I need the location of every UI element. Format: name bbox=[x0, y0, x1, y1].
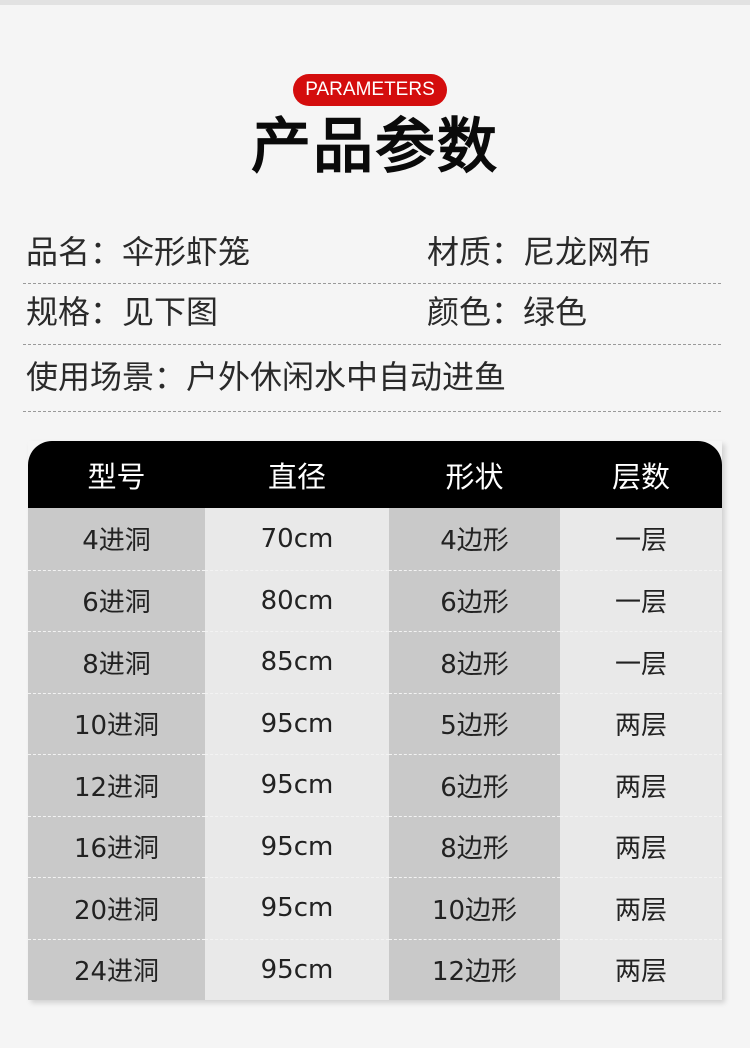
cell-diameter: 85cm bbox=[205, 631, 389, 693]
cell-shape: 8边形 bbox=[389, 631, 560, 693]
cell-model: 8进洞 bbox=[28, 631, 205, 693]
table-row: 6进洞 80cm 6边形 一层 bbox=[28, 569, 722, 631]
cell-diameter: 95cm bbox=[205, 692, 389, 754]
cell-model: 20进洞 bbox=[28, 877, 205, 939]
cell-layers: 一层 bbox=[560, 508, 722, 570]
cell-shape: 4边形 bbox=[389, 508, 560, 570]
column-header-diameter: 直径 bbox=[267, 459, 326, 494]
cell-diameter: 95cm bbox=[205, 877, 389, 939]
divider bbox=[23, 283, 721, 284]
cell-shape: 8边形 bbox=[389, 815, 560, 877]
cell-layers: 两层 bbox=[560, 754, 722, 816]
parameters-badge: PARAMETERS bbox=[293, 74, 447, 106]
table-row: 16进洞 95cm 8边形 两层 bbox=[28, 815, 722, 877]
cell-model: 6进洞 bbox=[28, 569, 205, 631]
table-row: 8进洞 85cm 8边形 一层 bbox=[28, 631, 722, 693]
cell-layers: 两层 bbox=[560, 692, 722, 754]
cell-model: 12进洞 bbox=[28, 754, 205, 816]
top-divider bbox=[0, 0, 750, 5]
product-color: 颜色：绿色 bbox=[427, 293, 588, 331]
column-header-layers: 层数 bbox=[611, 459, 670, 494]
cell-diameter: 95cm bbox=[205, 938, 389, 1000]
cell-layers: 一层 bbox=[560, 569, 722, 631]
cell-layers: 两层 bbox=[560, 877, 722, 939]
table-body: 4进洞 70cm 4边形 一层 6进洞 80cm 6边形 一层 8进洞 85cm 8边形 一层 10进洞… bbox=[28, 508, 722, 1000]
cell-layers: 一层 bbox=[560, 631, 722, 693]
table-row: 4进洞 70cm 4边形 一层 bbox=[28, 508, 722, 570]
column-header-model: 型号 bbox=[87, 459, 146, 494]
cell-model: 4进洞 bbox=[28, 508, 205, 570]
spec-table: 型号 直径 形状 层数 4进洞 70cm 4边形 一层 6进洞 80cm 6边形 一层 8进洞 8… bbox=[28, 441, 722, 1000]
table-row: 20进洞 95cm 10边形 两层 bbox=[28, 877, 722, 939]
table-row: 10进洞 95cm 5边形 两层 bbox=[28, 692, 722, 754]
cell-diameter: 70cm bbox=[205, 508, 389, 570]
divider bbox=[23, 344, 721, 345]
cell-shape: 6边形 bbox=[389, 754, 560, 816]
table-row: 24进洞 95cm 12边形 两层 bbox=[28, 938, 722, 1000]
product-material: 材质：尼龙网布 bbox=[427, 233, 652, 271]
cell-shape: 12边形 bbox=[389, 938, 560, 1000]
cell-shape: 5边形 bbox=[389, 692, 560, 754]
cell-shape: 6边形 bbox=[389, 569, 560, 631]
cell-diameter: 95cm bbox=[205, 754, 389, 816]
cell-model: 24进洞 bbox=[28, 938, 205, 1000]
product-spec: 规格：见下图 bbox=[26, 293, 219, 331]
table-row: 12进洞 95cm 6边形 两层 bbox=[28, 754, 722, 816]
product-usage: 使用场景：户外休闲水中自动进鱼 bbox=[26, 358, 507, 396]
column-header-shape: 形状 bbox=[445, 459, 504, 494]
cell-diameter: 95cm bbox=[205, 815, 389, 877]
cell-model: 10进洞 bbox=[28, 692, 205, 754]
table-header: 型号 直径 形状 层数 bbox=[28, 441, 722, 508]
product-name: 品名：伞形虾笼 bbox=[26, 233, 251, 271]
divider bbox=[23, 411, 721, 412]
page-title: 产品参数 bbox=[251, 112, 499, 182]
cell-layers: 两层 bbox=[560, 815, 722, 877]
cell-diameter: 80cm bbox=[205, 569, 389, 631]
cell-layers: 两层 bbox=[560, 938, 722, 1000]
cell-model: 16进洞 bbox=[28, 815, 205, 877]
cell-shape: 10边形 bbox=[389, 877, 560, 939]
